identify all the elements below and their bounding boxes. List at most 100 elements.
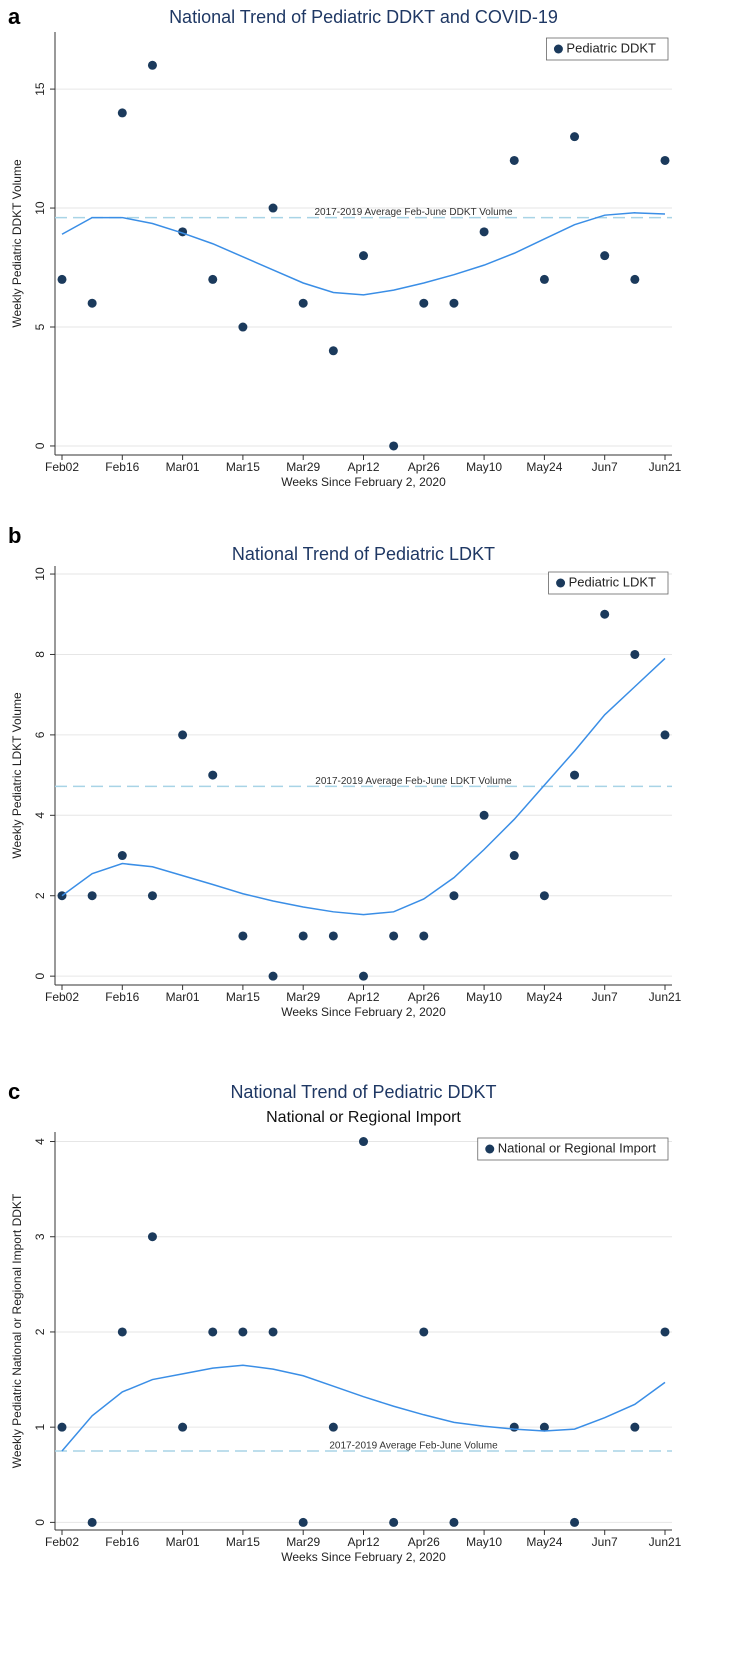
x-tick-label: Apr12: [347, 460, 379, 474]
y-tick-label: 2: [33, 1328, 47, 1335]
data-point: [660, 1327, 670, 1337]
y-tick-label: 2: [33, 892, 47, 899]
legend-label: National or Regional Import: [498, 1140, 657, 1155]
y-tick-label: 8: [33, 651, 47, 658]
fit-line: [61, 212, 666, 296]
data-point: [449, 891, 459, 901]
x-tick-label: Jun21: [649, 460, 682, 474]
legend-box: [548, 571, 669, 595]
y-axis-label: Weekly Pediatric National or Regional Im…: [10, 1193, 24, 1468]
y-tick-label: 3: [33, 1233, 47, 1240]
fit-line: [61, 1364, 666, 1452]
x-tick-label: Jun21: [649, 990, 682, 1004]
data-point: [268, 203, 278, 213]
x-tick-label: Apr26: [408, 460, 440, 474]
data-point: [660, 730, 670, 740]
data-point: [208, 770, 218, 780]
x-tick-label: Mar01: [166, 1535, 200, 1549]
x-axis-label: Weeks Since February 2, 2020: [281, 1005, 446, 1019]
data-point: [419, 931, 429, 941]
x-tick-label: Jun7: [592, 460, 618, 474]
data-point: [509, 155, 519, 165]
legend-box: [477, 1137, 669, 1161]
data-point: [630, 649, 640, 659]
x-tick-label: Mar15: [226, 990, 260, 1004]
fit-line: [61, 657, 666, 916]
legend-marker: [553, 44, 563, 54]
data-point: [178, 730, 188, 740]
x-tick-label: Feb16: [105, 460, 139, 474]
x-tick-label: Mar15: [226, 1535, 260, 1549]
data-point: [570, 132, 580, 142]
data-point: [87, 1517, 97, 1527]
data-point: [298, 298, 308, 308]
y-axis-label: Weekly Pediatric LDKT Volume: [10, 692, 24, 859]
chart-title: National Trend of Pediatric LDKT: [232, 544, 495, 564]
x-tick-label: May24: [526, 1535, 562, 1549]
data-point: [359, 971, 368, 981]
data-point: [298, 1517, 308, 1527]
panel-letter: c: [8, 1079, 20, 1104]
x-tick-label: Mar29: [286, 1535, 320, 1549]
data-point: [328, 931, 338, 941]
reference-label: 2017-2019 Average Feb-June LDKT Volume: [315, 776, 512, 787]
data-point: [147, 1232, 157, 1242]
data-point: [268, 971, 278, 981]
panel-letter: b: [8, 523, 21, 548]
data-point: [238, 931, 248, 941]
y-tick-label: 15: [33, 82, 47, 96]
x-tick-label: Apr26: [408, 990, 440, 1004]
x-tick-label: Mar29: [286, 460, 320, 474]
y-axis-label: Weekly Pediatric DDKT Volume: [10, 159, 24, 328]
y-tick-label: 4: [33, 1138, 47, 1145]
reference-label: 2017-2019 Average Feb-June Volume: [329, 1441, 498, 1452]
x-axis-label: Weeks Since February 2, 2020: [281, 1550, 446, 1564]
data-point: [238, 322, 248, 332]
data-point: [328, 346, 338, 356]
x-tick-label: Feb16: [105, 990, 139, 1004]
data-point: [57, 1422, 67, 1432]
x-tick-label: May10: [466, 1535, 502, 1549]
x-tick-label: Apr12: [347, 990, 379, 1004]
data-point: [539, 891, 549, 901]
data-point: [600, 609, 610, 619]
chart-title: National Trend of Pediatric DDKT: [230, 1082, 496, 1102]
legend-label: Pediatric DDKT: [566, 40, 656, 55]
x-tick-label: Feb02: [45, 990, 79, 1004]
data-point: [359, 1137, 368, 1147]
data-point: [570, 770, 580, 780]
data-point: [539, 274, 549, 284]
data-point: [479, 810, 489, 820]
y-tick-label: 10: [33, 201, 47, 215]
y-tick-label: 0: [33, 442, 47, 449]
x-tick-label: Jun21: [649, 1535, 682, 1549]
data-point: [570, 1517, 580, 1527]
x-tick-label: May10: [466, 990, 502, 1004]
x-tick-label: Feb02: [45, 1535, 79, 1549]
data-point: [57, 274, 67, 284]
data-point: [268, 1327, 278, 1337]
chart-subtitle: National or Regional Import: [266, 1109, 461, 1126]
data-point: [419, 1327, 429, 1337]
data-point: [449, 298, 459, 308]
x-tick-label: Apr12: [347, 1535, 379, 1549]
data-point: [509, 851, 519, 861]
data-point: [389, 441, 399, 451]
data-point: [509, 1422, 519, 1432]
legend-box: [546, 37, 669, 61]
data-point: [117, 851, 127, 861]
y-tick-label: 10: [33, 567, 47, 581]
data-point: [178, 1422, 188, 1432]
data-point: [87, 891, 97, 901]
y-tick-label: 1: [33, 1424, 47, 1431]
data-point: [479, 227, 489, 237]
data-point: [208, 274, 218, 284]
y-tick-label: 0: [33, 972, 47, 979]
x-tick-label: Jun7: [592, 1535, 618, 1549]
data-point: [359, 251, 368, 261]
x-tick-label: May24: [526, 990, 562, 1004]
x-tick-label: May10: [466, 460, 502, 474]
data-point: [117, 108, 127, 118]
y-tick-label: 6: [33, 731, 47, 738]
panel-letter: a: [8, 4, 21, 29]
